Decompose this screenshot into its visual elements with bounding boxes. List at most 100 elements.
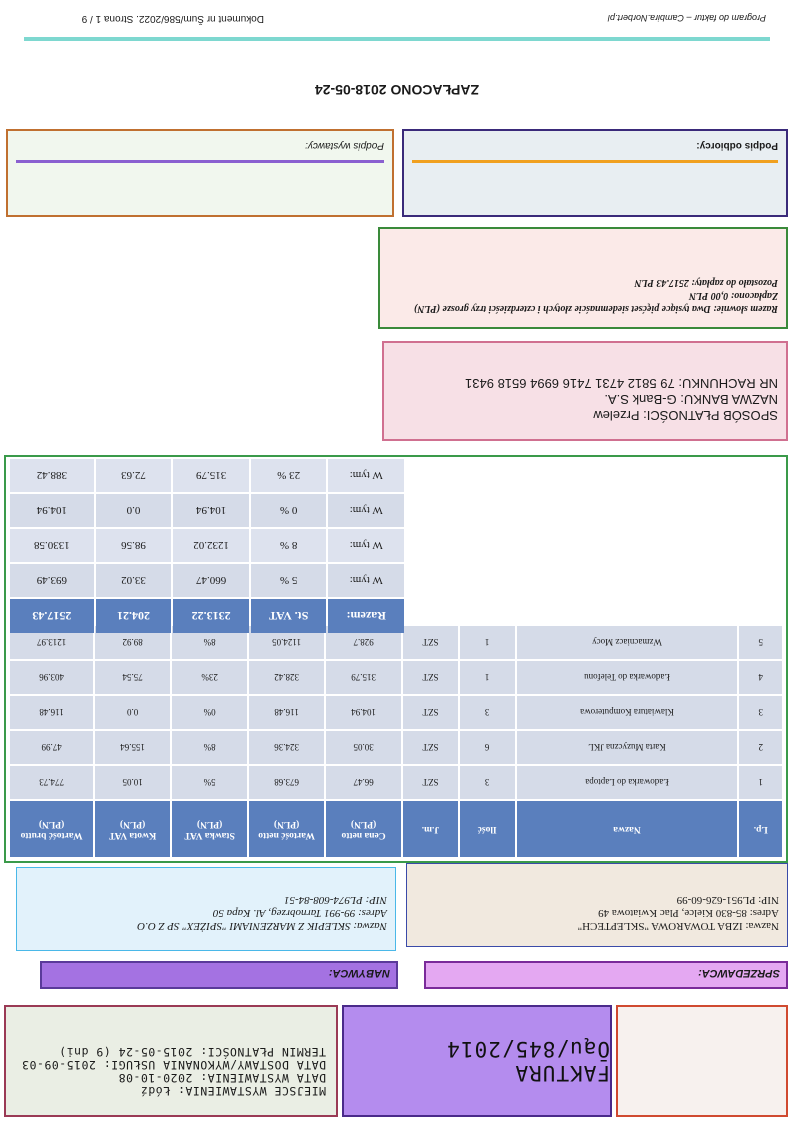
invoice-title-box: FAKTURA Ōąu/845/2014 <box>342 1005 612 1117</box>
cell-qty: 1 <box>459 661 515 694</box>
bank-name: NAZWA BANKU: G-Bank S.A. <box>604 392 778 407</box>
cell-unit: SZT <box>403 766 458 799</box>
amount-in-words: Razem słownie: Dwa tysiące pięćset siede… <box>413 303 778 314</box>
cell-gross-value: 47.99 <box>10 731 94 764</box>
seller-nip: NIP: PL951-626-60-99 <box>676 894 779 906</box>
summary-net: 660.47 <box>173 564 249 597</box>
header-net-value: Wartość netto (PLN) <box>249 801 325 857</box>
summary-net: 104.94 <box>173 494 249 527</box>
summary-total-vat: 204.21 <box>95 599 172 633</box>
cell-unit: SZT <box>403 626 458 659</box>
buyer-address: Adres: 99-991 Tarnobrzeg, Al. Kapa 50 <box>212 907 387 919</box>
paid-stamp: ZAPŁACONO 2018-05-24 <box>314 82 480 98</box>
footer-document-number: Dokument nr Šum/586/2022. Strona 1 / 9 <box>81 13 264 24</box>
vat-summary-table: Razem: St. VAT 2313.22 204.21 2517.43 W … <box>8 457 406 635</box>
cell-name: Karta Muzyczna JKL <box>516 731 738 764</box>
payment-term: TERMIN PŁATNOŚCI: 2015-05-24 (9 dni) <box>58 1045 326 1059</box>
amount-remaining: Pozostało do zapłaty: 2517.43 PLN <box>634 277 778 288</box>
seller-name: Nazwa: IZBA TOWAROWA "SKLEPTECH" <box>577 920 779 932</box>
summary-row: W tym: 8 % 1232.02 98.56 1330.58 <box>10 529 404 562</box>
header-lp: Lp. <box>739 801 782 857</box>
header-net-price: Cena netto (PLN) <box>326 801 402 857</box>
summary-total-gross: 2517.43 <box>10 599 94 633</box>
header-vat-rate: Stawka VAT (PLN) <box>172 801 248 857</box>
buyer-signature-box: Podpis odbiorcy: <box>402 129 788 217</box>
summary-vat: 98.56 <box>95 529 172 562</box>
header-name: Nazwa <box>516 801 738 857</box>
header-qty: Ilość <box>459 801 515 857</box>
header-gross-value: Wartość brutto (PLN) <box>10 801 94 857</box>
cell-vat-rate: 8% <box>172 731 248 764</box>
cell-net-value: 116.48 <box>249 696 325 729</box>
account-number: NR RACHUNKU: 79 5812 4731 7416 6994 6518… <box>465 376 778 391</box>
table-row: 2 Karta Muzyczna JKL 6 SZT 30.05 324.36 … <box>10 731 782 764</box>
seller-address: Adres: 85-830 Kielce, Plac Kwiatowa 49 <box>598 907 779 919</box>
cell-net-price: 104.94 <box>326 696 402 729</box>
cell-vat-rate: 23% <box>172 661 248 694</box>
cell-qty: 1 <box>459 626 515 659</box>
summary-rate: 0 % <box>250 494 327 527</box>
items-header-row: Lp. Nazwa Ilość J.m. Cena netto (PLN) Wa… <box>10 801 782 857</box>
footer-divider <box>24 37 770 41</box>
seller-details: Nazwa: IZBA TOWAROWA "SKLEPTECH" Adres: … <box>406 863 788 947</box>
amount-paid: Zapłacono: 0,00 PLN <box>688 290 778 301</box>
summary-vat: 72.63 <box>95 459 172 492</box>
cell-name: Ładowarka do Telefonu <box>516 661 738 694</box>
summary-rate: 5 % <box>250 564 327 597</box>
cell-lp: 1 <box>739 766 782 799</box>
summary-net: 1232.02 <box>173 529 249 562</box>
cell-name: Klawiatura Komputerowa <box>516 696 738 729</box>
cell-lp: 4 <box>739 661 782 694</box>
summary-label: W tym: <box>328 459 404 492</box>
cell-vat-rate: 0% <box>172 696 248 729</box>
summary-row: W tym: 5 % 660.47 33.02 693.49 <box>10 564 404 597</box>
summary-vat: 0.0 <box>95 494 172 527</box>
footer-generator: Program do faktur – Cambira.Norbert.pl <box>607 13 766 23</box>
cell-unit: SZT <box>403 696 458 729</box>
summary-label: W tym: <box>328 529 404 562</box>
cell-net-value: 328.42 <box>249 661 325 694</box>
summary-label: W tym: <box>328 494 404 527</box>
seller-signature-box: Podpis wystawcy: <box>6 129 394 217</box>
table-row: 1 Ładowarka do Laptopa 3 SZT 66.47 673.6… <box>10 766 782 799</box>
summary-gross: 693.49 <box>10 564 94 597</box>
summary-rate: 8 % <box>250 529 327 562</box>
summary-gross: 104.94 <box>10 494 94 527</box>
cell-vat-amount: 75.54 <box>95 661 171 694</box>
issue-place: MIEJSCE WYSTAWIENIA: Łódź <box>140 1084 326 1098</box>
payment-method: SPOSÓB PŁATNOŚCI: Przelew <box>593 408 778 423</box>
cell-unit: SZT <box>403 661 458 694</box>
summary-total-label: Razem: <box>328 599 404 633</box>
items-table: Lp. Nazwa Ilość J.m. Cena netto (PLN) Wa… <box>8 624 784 859</box>
cell-vat-amount: 155.64 <box>95 731 171 764</box>
summary-net: 315.79 <box>173 459 249 492</box>
cell-qty: 6 <box>459 731 515 764</box>
cell-unit: SZT <box>403 731 458 764</box>
cell-net-value: 324.36 <box>249 731 325 764</box>
cell-vat-rate: 5% <box>172 766 248 799</box>
cell-qty: 3 <box>459 696 515 729</box>
header-vat-amount: Kwota VAT (PLN) <box>95 801 171 857</box>
buyer-heading: NABYWCA: <box>40 961 398 989</box>
cell-lp: 3 <box>739 696 782 729</box>
summary-label: W tym: <box>328 564 404 597</box>
cell-lp: 2 <box>739 731 782 764</box>
cell-net-value: 673.68 <box>249 766 325 799</box>
summary-total-row: Razem: St. VAT 2313.22 204.21 2517.43 <box>10 599 404 633</box>
invoice-meta: MIEJSCE WYSTAWIENIA: Łódź DATA WYSTAWIEN… <box>4 1005 338 1117</box>
invoice-title: FAKTURA Ōąu/845/2014 <box>446 1037 610 1085</box>
cell-vat-amount: 10.05 <box>95 766 171 799</box>
summary-vat-rate-header: St. VAT <box>250 599 327 633</box>
buyer-nip: NIP: PL974-608-84-51 <box>284 894 387 906</box>
buyer-signature-label: Podpis odbiorcy: <box>696 140 778 151</box>
cell-vat-amount: 0.0 <box>95 696 171 729</box>
delivery-date: DATA DOSTAWY/WYKONANIA USŁUGI: 2015-09-0… <box>21 1058 326 1072</box>
buyer-details: Nazwa: SKLEPIK Z MARZENIAMI "SPIŻEX" SP … <box>16 867 396 951</box>
cell-net-price: 315.79 <box>326 661 402 694</box>
cell-gross-value: 116.48 <box>10 696 94 729</box>
summary-gross: 1330.58 <box>10 529 94 562</box>
summary-gross: 388.42 <box>10 459 94 492</box>
cell-net-price: 30.05 <box>326 731 402 764</box>
cell-qty: 3 <box>459 766 515 799</box>
